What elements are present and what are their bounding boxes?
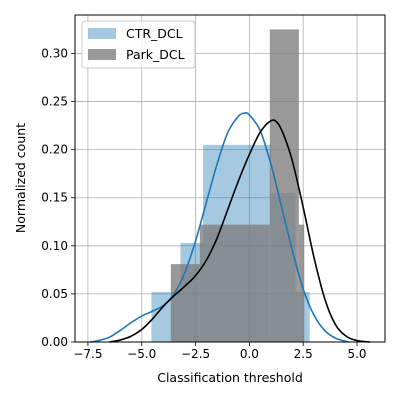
legend-swatch-ctr-dcl xyxy=(88,28,116,39)
y-tick-label: 0.05 xyxy=(41,287,68,301)
y-tick-label: 0.20 xyxy=(41,143,68,157)
kde-curve-ctr-dcl xyxy=(89,112,349,343)
kde-curve-park-dcl xyxy=(109,119,371,343)
legend-label-park-dcl: Park_DCL xyxy=(126,47,185,62)
x-tick-label: 5.0 xyxy=(347,347,366,361)
legend-swatch-park-dcl xyxy=(88,49,116,60)
x-tick-label: −7.5 xyxy=(73,347,102,361)
y-axis-ticks: 0.00 0.05 0.10 0.15 0.20 0.25 0.30 xyxy=(41,46,75,349)
y-axis-label: Normalized count xyxy=(13,123,28,233)
x-tick-label: −5.0 xyxy=(127,347,156,361)
y-tick-label: 0.30 xyxy=(41,46,68,60)
y-tick-label: 0.25 xyxy=(41,95,68,109)
x-axis-ticks: −7.5 −5.0 −2.5 0.0 2.5 5.0 xyxy=(73,342,367,361)
legend: CTR_DCL Park_DCL xyxy=(81,20,196,69)
y-tick-label: 0.00 xyxy=(41,335,68,349)
y-tick-label: 0.15 xyxy=(41,191,68,205)
gridlines xyxy=(75,15,385,343)
x-tick-label: 0.0 xyxy=(240,347,259,361)
x-axis-label: Classification threshold xyxy=(157,370,303,385)
legend-label-ctr-dcl: CTR_DCL xyxy=(126,26,183,41)
x-tick-label: 2.5 xyxy=(294,347,313,361)
histogram-bar-park-dcl xyxy=(269,29,299,342)
histogram-bar-park-dcl xyxy=(199,224,270,342)
kde-curves xyxy=(89,112,371,343)
x-tick-label: −2.5 xyxy=(181,347,210,361)
plot-frame xyxy=(74,14,386,343)
y-tick-label: 0.10 xyxy=(41,239,68,253)
